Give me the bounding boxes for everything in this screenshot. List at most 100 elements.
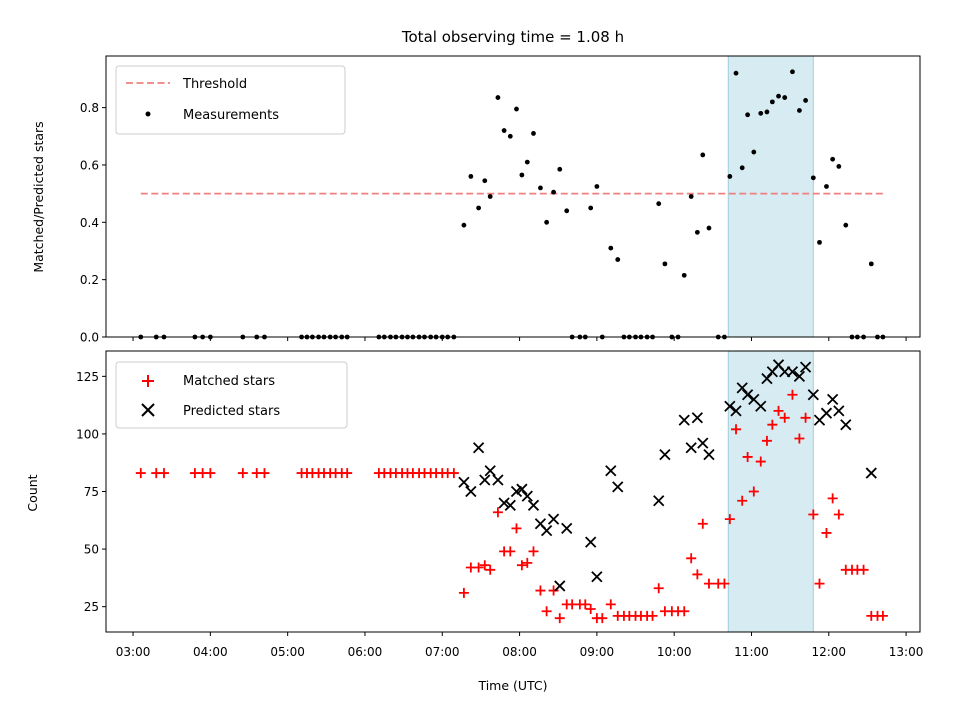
count-x-axis: 03:00 04:00 05:00 06:00 07:00 08:00 09:00 10:00… xyxy=(116,632,924,659)
measurement-point xyxy=(739,165,745,171)
ratio-ytick-label: 0.6 xyxy=(80,158,99,172)
measurement-point xyxy=(538,185,543,191)
measurement-point xyxy=(656,201,662,207)
ratio-y-axis: 0.0 0.2 0.4 0.6 0.8 xyxy=(80,101,106,345)
ratio-legend: Threshold Measurements xyxy=(115,65,346,135)
matched-star-point xyxy=(821,527,832,538)
matched-star-point xyxy=(697,518,708,529)
ratio-axes-frame xyxy=(105,55,921,338)
ratio-legend-box xyxy=(115,65,346,135)
predicted-star-point xyxy=(833,405,845,417)
predicted-star-point xyxy=(612,481,624,493)
measurement-point xyxy=(544,219,550,225)
matched-star-point xyxy=(794,433,805,444)
measurement-point xyxy=(733,70,739,76)
xtick-label: 11:00 xyxy=(734,645,769,659)
measurement-point xyxy=(615,257,621,262)
ratio-ytick-label: 0.0 xyxy=(80,331,99,345)
predicted-star-point xyxy=(540,525,553,537)
measurement-point xyxy=(507,133,513,139)
xtick-label: 06:00 xyxy=(348,645,383,659)
measurement-point xyxy=(501,128,507,133)
matched-star-point xyxy=(585,603,596,614)
measurement-point xyxy=(727,174,733,179)
measurement-point xyxy=(588,205,594,211)
measurement-point xyxy=(519,172,525,178)
legend-matched-label: Matched stars xyxy=(183,374,275,389)
measurement-point xyxy=(782,95,788,100)
predicted-star-point xyxy=(685,442,697,454)
matched-star-point xyxy=(580,599,591,610)
predicted-star-point xyxy=(458,476,470,488)
predicted-star-point xyxy=(703,449,715,461)
predicted-star-point xyxy=(827,393,839,406)
matched-star-point xyxy=(505,546,516,557)
matched-star-point xyxy=(833,509,844,520)
measurement-point xyxy=(662,261,668,267)
measurement-point xyxy=(769,99,775,105)
predicted-stars-points xyxy=(458,359,877,592)
predicted-star-point xyxy=(472,442,485,454)
matched-star-point xyxy=(342,468,353,479)
matched-star-point xyxy=(516,560,527,571)
measurement-point xyxy=(694,229,700,235)
measurement-point xyxy=(514,106,519,112)
predicted-star-point xyxy=(865,467,877,479)
predicted-star-point xyxy=(741,389,754,401)
count-axes-frame xyxy=(105,350,921,633)
predicted-star-point xyxy=(799,361,812,373)
xtick-label: 04:00 xyxy=(193,645,228,659)
xtick-label: 05:00 xyxy=(270,645,305,659)
matched-star-point xyxy=(737,495,748,506)
matched-star-point xyxy=(528,546,539,557)
predicted-star-point xyxy=(498,497,510,509)
xtick-label: 03:00 xyxy=(116,645,151,659)
measurement-point xyxy=(495,95,501,100)
x-axis-label: Time (UTC) xyxy=(477,678,547,693)
predicted-star-point xyxy=(730,405,742,417)
matched-star-point xyxy=(814,578,825,589)
measurement-point xyxy=(700,152,706,158)
matched-star-point xyxy=(808,509,819,520)
measurement-point xyxy=(524,159,530,165)
predicted-star-point xyxy=(736,382,748,394)
count-panel: 25 50 75 100 125 03:00 04:00 05:00 06:00 07:00 08… xyxy=(25,350,924,693)
measurement-point xyxy=(830,156,836,162)
measurement-point xyxy=(468,174,474,179)
measurement-point xyxy=(745,112,751,118)
predicted-star-point xyxy=(697,437,709,449)
matched-star-point xyxy=(703,578,714,589)
matched-star-point xyxy=(597,613,608,624)
xtick-label: 08:00 xyxy=(502,645,537,659)
predicted-star-point xyxy=(465,485,477,498)
matched-star-point xyxy=(679,606,690,617)
ratio-ytick-label: 0.4 xyxy=(80,216,99,230)
measurement-points xyxy=(138,69,886,340)
count-legend: Matched stars Predicted stars xyxy=(115,361,348,429)
legend-measurements-label: Measurements xyxy=(183,108,279,123)
predicted-star-point xyxy=(591,571,603,583)
matched-star-point xyxy=(205,468,216,479)
matched-star-point xyxy=(773,405,784,416)
ratio-panel: 0.00.20.40.60.8 Matched/Predicted stars … xyxy=(31,55,921,345)
xtick-label: 13:00 xyxy=(889,645,924,659)
matched-star-point xyxy=(485,564,496,575)
measurement-point xyxy=(461,222,467,228)
predicted-star-point xyxy=(585,536,597,548)
matched-star-point xyxy=(800,412,811,423)
measurement-point xyxy=(557,166,563,172)
matched-star-point xyxy=(779,412,790,423)
measurement-point xyxy=(487,194,493,199)
matched-star-point xyxy=(748,486,759,497)
legend-threshold-label: Threshold xyxy=(182,77,247,92)
count-ytick-label: 25 xyxy=(84,600,99,614)
count-ytick-label: 100 xyxy=(76,427,99,441)
ratio-y-label: Matched/Predicted stars xyxy=(31,121,46,272)
matched-star-point xyxy=(787,389,798,400)
xtick-label: 09:00 xyxy=(580,645,615,659)
measurement-point xyxy=(482,178,488,184)
measurement-point xyxy=(817,239,822,245)
measurement-point xyxy=(594,184,600,189)
predicted-star-point xyxy=(691,412,704,424)
matched-star-point xyxy=(448,468,459,479)
